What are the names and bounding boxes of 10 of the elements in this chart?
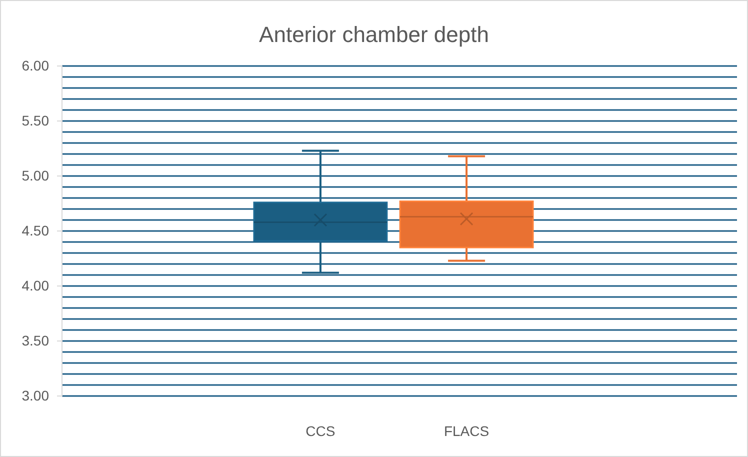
- chart-title: Anterior chamber depth: [259, 22, 489, 47]
- x-tick-label: CCS: [306, 422, 336, 439]
- y-tick-label: 4.00: [22, 277, 50, 294]
- x-tick-label: FLACS: [444, 422, 490, 439]
- y-tick-label: 5.50: [22, 112, 50, 128]
- y-tick-label: 3.00: [22, 387, 50, 404]
- y-tick-label: 5.00: [22, 167, 50, 184]
- y-tick-label: 4.50: [22, 222, 50, 238]
- y-tick-label: 6.00: [22, 57, 50, 74]
- y-tick-label: 3.50: [22, 332, 50, 348]
